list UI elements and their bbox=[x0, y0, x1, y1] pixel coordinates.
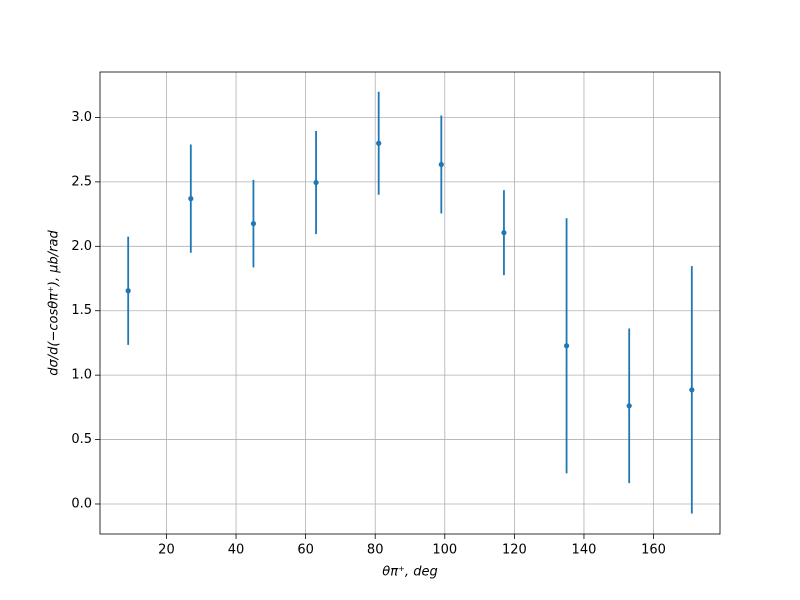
y-axis-label: dσ/d(−cosθπ⁺), μb/rad bbox=[47, 230, 62, 376]
data-point bbox=[501, 230, 507, 236]
data-point bbox=[689, 387, 695, 393]
data-point bbox=[376, 140, 382, 146]
data-point bbox=[313, 179, 319, 186]
x-tick-label: 40 bbox=[228, 543, 245, 558]
y-tick-label: 2.5 bbox=[71, 174, 92, 189]
x-tick-label: 100 bbox=[432, 543, 457, 558]
y-tick-label: 0.5 bbox=[71, 432, 92, 447]
x-tick-label: 140 bbox=[572, 543, 597, 558]
y-tick-label: 0.0 bbox=[71, 496, 92, 511]
y-tick-label: 2.0 bbox=[71, 239, 92, 254]
data-point bbox=[626, 403, 632, 409]
y-tick-label: 1.0 bbox=[71, 368, 92, 383]
y-tick-label: 1.5 bbox=[71, 303, 92, 318]
y-tick-label: 3.0 bbox=[71, 110, 92, 125]
data-point bbox=[250, 221, 257, 227]
data-point bbox=[188, 196, 194, 202]
data-point bbox=[125, 288, 131, 294]
x-tick-label: 60 bbox=[297, 543, 314, 558]
data-point bbox=[438, 161, 444, 168]
x-tick-label: 160 bbox=[641, 543, 666, 558]
plot-frame bbox=[99, 71, 721, 535]
x-tick-label: 120 bbox=[502, 543, 527, 558]
x-tick-label: 80 bbox=[367, 543, 384, 558]
data-point bbox=[563, 343, 570, 349]
x-tick-label: 20 bbox=[158, 543, 175, 558]
x-axis-label: θπ⁺, deg bbox=[382, 565, 437, 580]
